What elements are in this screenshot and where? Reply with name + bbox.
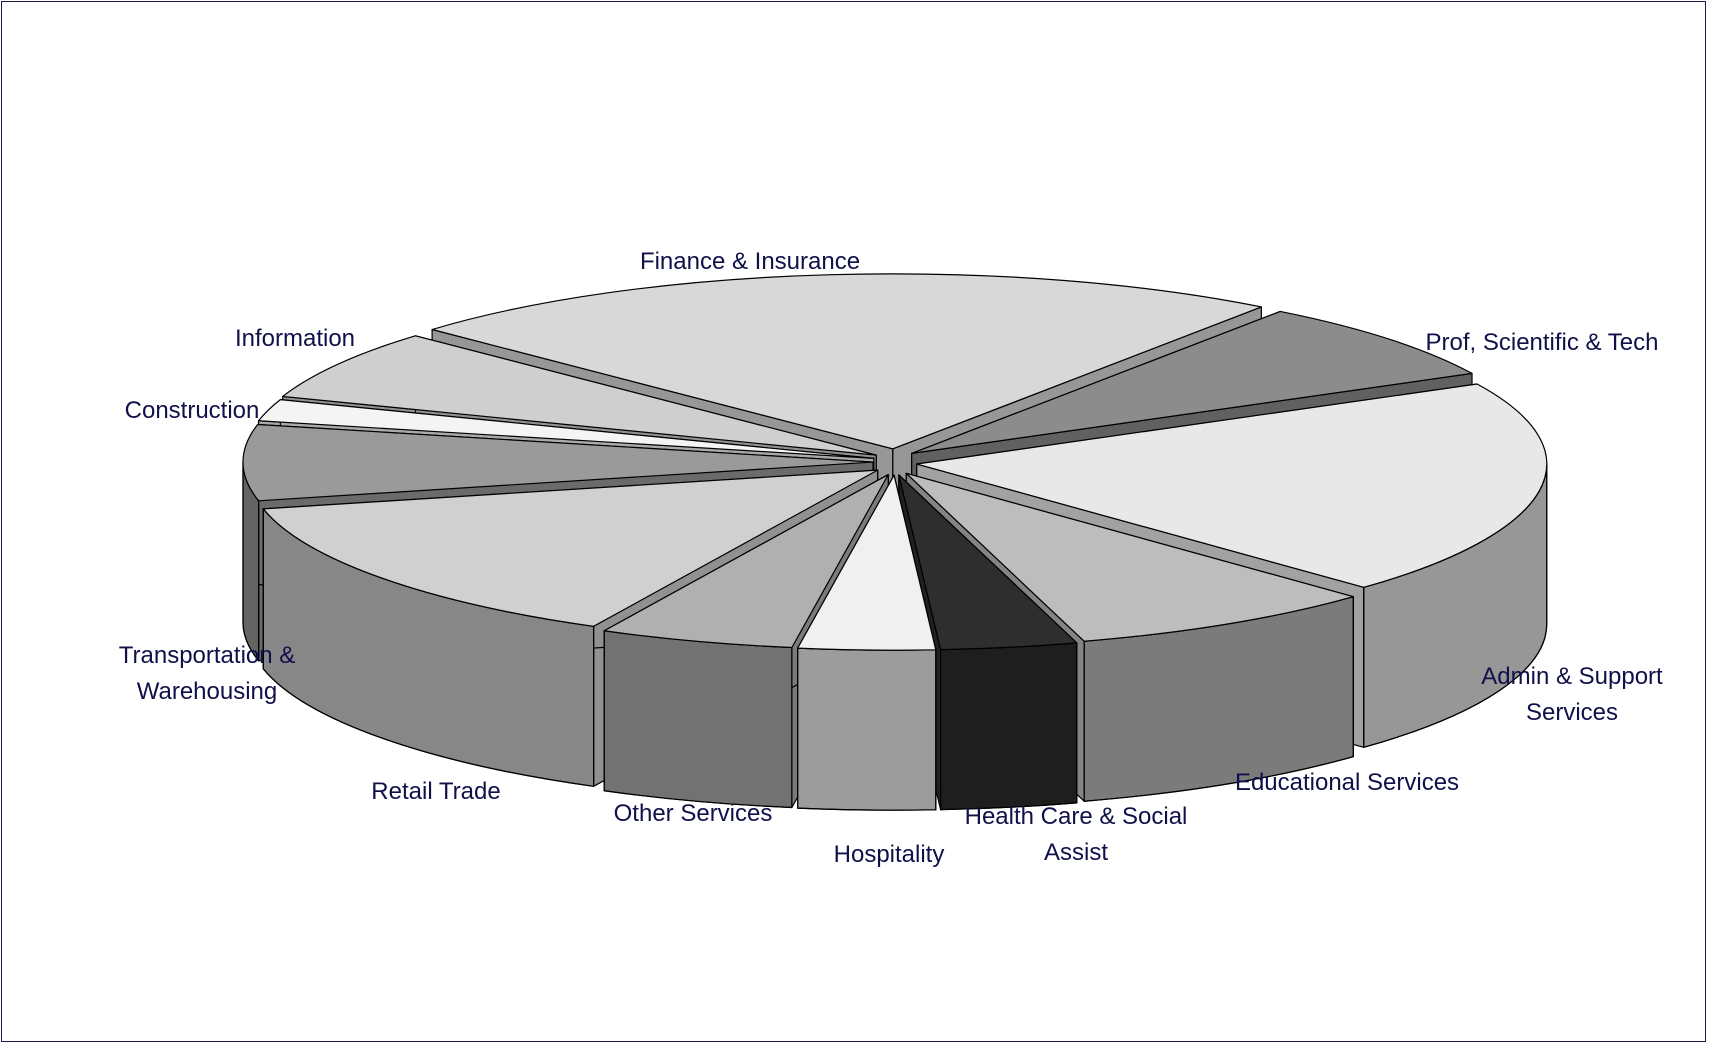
slice-label: Other Services: [613, 800, 773, 827]
slice-wall-shade: [243, 462, 259, 661]
slice-label: Information: [234, 325, 356, 352]
slice-label: Admin & Support Services: [1481, 663, 1663, 726]
slice-label: Finance & Insurance: [639, 248, 861, 275]
slice-wall-shade: [940, 642, 1077, 810]
slice-label: Hospitality: [833, 841, 945, 868]
slice-wall-shade: [263, 508, 594, 787]
slice-label: Prof, Scientific & Tech: [1425, 329, 1659, 356]
slice-top: [898, 474, 1078, 651]
slice-top: [911, 310, 1473, 454]
slice-wall-shade: [1363, 464, 1547, 748]
slice-wall-shade: [604, 630, 792, 808]
slice-wall-shade: [797, 648, 936, 811]
slice-top: [916, 383, 1548, 588]
slice-label: Construction: [124, 397, 260, 424]
slice-label: Retail Trade: [371, 778, 501, 805]
slice-top: [431, 273, 1262, 450]
slice-wall-shade: [1084, 596, 1354, 802]
slice-label: Health Care & Social Assist: [964, 803, 1188, 866]
slice-top: [603, 473, 889, 649]
slice-label: Educational Services: [1234, 769, 1460, 796]
slice-top: [797, 474, 937, 651]
slice-label: Transportation & Warehousing: [118, 642, 296, 705]
slice-top: [257, 399, 875, 459]
slice-top: [262, 469, 879, 627]
slice-top: [242, 423, 874, 502]
slice-top: [905, 472, 1354, 642]
slice-top: [282, 335, 877, 456]
